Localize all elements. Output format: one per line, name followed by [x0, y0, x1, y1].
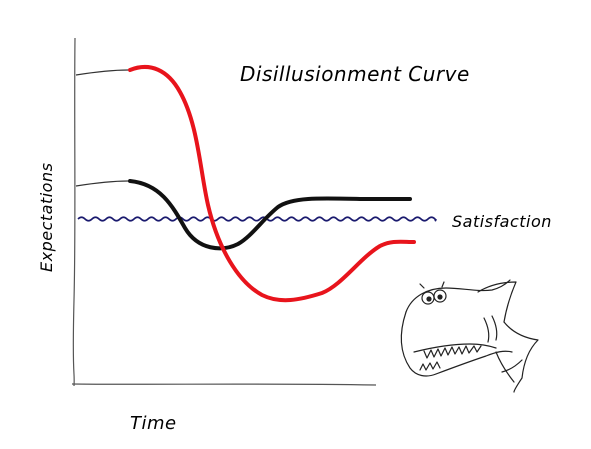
axes [71, 37, 377, 387]
cartoon-shark-icon [400, 279, 539, 393]
red-curve-leader [75, 69, 129, 76]
satisfaction-label: Satisfaction [452, 212, 552, 231]
black-curve-leader [75, 180, 129, 187]
red-curve [128, 65, 416, 303]
black-curve [128, 179, 412, 251]
y-axis-label: Expectations [37, 163, 56, 272]
x-axis [71, 383, 377, 386]
satisfaction-line [77, 216, 437, 222]
y-axis [72, 37, 76, 387]
diagram-title: Disillusionment Curve [240, 62, 470, 86]
x-axis-label: Time [130, 413, 177, 434]
